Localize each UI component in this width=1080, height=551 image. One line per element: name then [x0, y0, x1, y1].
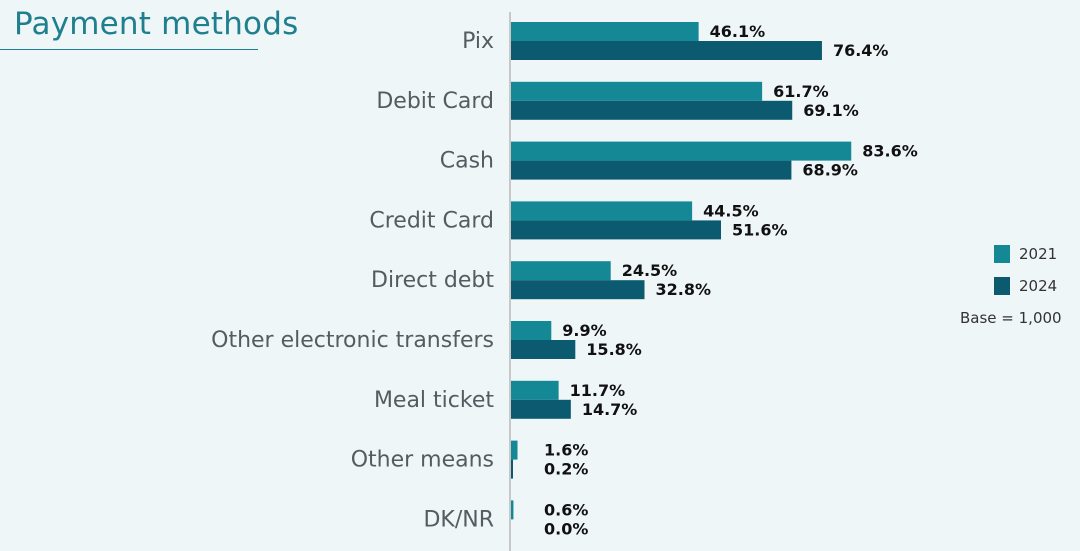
bar-2024-direct-debt — [511, 280, 645, 300]
bar-2021-cash — [511, 141, 852, 161]
value-label-2024-dk-nr: 0.0% — [544, 519, 588, 538]
bar-2021-dk-nr — [511, 500, 514, 520]
value-label-2024-debit-card: 69.1% — [803, 101, 859, 120]
bar-2021-credit-card — [511, 201, 693, 221]
bar-2024-meal-ticket — [511, 399, 571, 419]
value-label-2024-other-electronic-transfers: 15.8% — [586, 340, 642, 359]
legend-swatch-2024 — [994, 277, 1010, 295]
title-underline — [0, 49, 258, 50]
bar-2021-pix — [511, 22, 699, 41]
chart-title: Payment methods — [14, 6, 299, 42]
bar-2024-debit-card — [511, 100, 793, 120]
legend-label-2021: 2021 — [1019, 245, 1058, 263]
value-label-2024-pix: 76.4% — [833, 41, 889, 60]
bar-2021-other-electronic-transfers — [511, 321, 552, 340]
value-label-2024-cash: 68.9% — [802, 161, 858, 180]
value-label-2021-pix: 46.1% — [710, 22, 766, 41]
bar-2021-other-means — [511, 440, 518, 460]
bar-2024-cash — [511, 160, 792, 180]
value-label-2021-cash: 83.6% — [862, 142, 918, 161]
value-label-2024-other-means: 0.2% — [544, 460, 588, 479]
category-label-meal-ticket: Meal ticket — [374, 388, 494, 413]
category-label-credit-card: Credit Card — [369, 208, 494, 233]
category-label-debit-card: Debit Card — [376, 89, 494, 114]
category-label-pix: Pix — [462, 29, 494, 54]
value-label-2021-other-means: 1.6% — [544, 441, 588, 460]
bar-2024-other-means — [511, 459, 513, 479]
value-label-2021-credit-card: 44.5% — [703, 201, 759, 220]
category-label-cash: Cash — [440, 149, 494, 174]
value-label-2021-meal-ticket: 11.7% — [570, 381, 626, 400]
value-label-2021-other-electronic-transfers: 9.9% — [562, 321, 606, 340]
category-label-direct-debt: Direct debt — [371, 268, 494, 293]
bar-2021-meal-ticket — [511, 380, 559, 400]
bar-2024-credit-card — [511, 220, 722, 240]
category-label-dk-nr: DK/NR — [423, 507, 494, 532]
bar-2021-debit-card — [511, 81, 763, 101]
legend-item-2021: 2021 — [994, 244, 1057, 264]
category-label-other-electronic-transfers: Other electronic transfers — [211, 328, 494, 353]
category-label-other-means: Other means — [351, 448, 494, 473]
legend-label-2024: 2024 — [1019, 277, 1058, 295]
bar-2021-direct-debt — [511, 261, 611, 281]
value-label-2021-direct-debt: 24.5% — [622, 261, 678, 280]
bar-2024-other-electronic-transfers — [511, 340, 576, 359]
legend: 2021 2024 — [994, 244, 1057, 308]
value-label-2021-dk-nr: 0.6% — [544, 500, 588, 519]
value-label-2024-credit-card: 51.6% — [732, 220, 788, 239]
legend-swatch-2021 — [994, 245, 1010, 263]
legend-item-2024: 2024 — [994, 276, 1057, 296]
bar-2024-pix — [511, 41, 822, 60]
value-label-2021-debit-card: 61.7% — [773, 82, 829, 101]
value-label-2024-meal-ticket: 14.7% — [582, 400, 638, 419]
base-note: Base = 1,000 — [960, 309, 1062, 327]
value-label-2024-direct-debt: 32.8% — [655, 280, 711, 299]
